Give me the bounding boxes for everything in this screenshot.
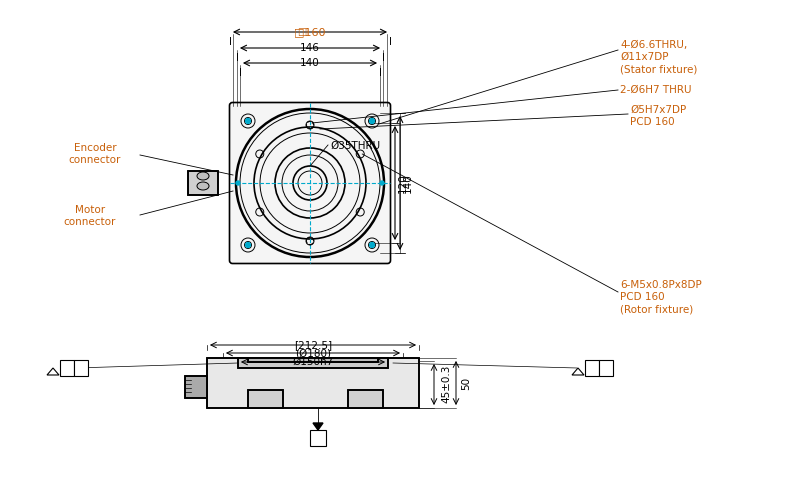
Text: 4-Ø6.6THRU,: 4-Ø6.6THRU, bbox=[620, 40, 687, 50]
Text: A: A bbox=[602, 363, 610, 373]
FancyBboxPatch shape bbox=[74, 360, 88, 376]
FancyBboxPatch shape bbox=[60, 360, 74, 376]
Circle shape bbox=[380, 181, 384, 185]
FancyBboxPatch shape bbox=[585, 360, 599, 376]
Text: 2-Ø6H7 THRU: 2-Ø6H7 THRU bbox=[620, 85, 691, 95]
Bar bbox=[188, 171, 218, 195]
Text: Motor: Motor bbox=[75, 205, 105, 215]
Text: 120: 120 bbox=[398, 173, 408, 193]
Text: Ø150h7: Ø150h7 bbox=[292, 357, 334, 367]
Circle shape bbox=[370, 118, 374, 124]
Text: Ra: Ra bbox=[585, 363, 598, 373]
Text: PCD 160: PCD 160 bbox=[620, 292, 665, 302]
Text: 45±0.3: 45±0.3 bbox=[441, 365, 451, 403]
Text: □160: □160 bbox=[294, 27, 326, 37]
Text: Ø5H7x7DP: Ø5H7x7DP bbox=[630, 105, 686, 115]
Text: 140: 140 bbox=[403, 173, 413, 193]
Text: [212.5]: [212.5] bbox=[294, 340, 332, 350]
Text: (Rotor fixture): (Rotor fixture) bbox=[620, 304, 694, 314]
Text: (Stator fixture): (Stator fixture) bbox=[620, 64, 698, 74]
Ellipse shape bbox=[197, 172, 209, 180]
FancyBboxPatch shape bbox=[599, 360, 613, 376]
Text: connector: connector bbox=[64, 217, 116, 227]
Polygon shape bbox=[47, 368, 59, 375]
Bar bbox=[238, 358, 388, 368]
Circle shape bbox=[246, 242, 250, 248]
FancyBboxPatch shape bbox=[310, 430, 326, 446]
Bar bbox=[185, 376, 207, 398]
Bar bbox=[207, 358, 419, 408]
Bar bbox=[238, 358, 388, 368]
Text: □: □ bbox=[298, 27, 306, 37]
Text: 50: 50 bbox=[461, 376, 471, 390]
Bar bbox=[188, 171, 218, 195]
Text: Encoder: Encoder bbox=[74, 143, 116, 153]
Ellipse shape bbox=[197, 182, 209, 190]
Text: A: A bbox=[314, 433, 322, 443]
Text: Rr: Rr bbox=[61, 363, 71, 373]
Text: Ø35THRU: Ø35THRU bbox=[330, 141, 380, 151]
Circle shape bbox=[370, 242, 374, 248]
Bar bbox=[348, 390, 383, 408]
Bar bbox=[207, 358, 419, 408]
Text: A: A bbox=[78, 363, 85, 373]
Text: 146: 146 bbox=[300, 43, 320, 53]
Bar bbox=[348, 390, 383, 408]
Polygon shape bbox=[572, 368, 584, 375]
Text: 140: 140 bbox=[300, 58, 320, 68]
Bar bbox=[185, 376, 207, 398]
Bar bbox=[248, 390, 283, 408]
Bar bbox=[248, 358, 378, 362]
Bar bbox=[248, 358, 378, 362]
Text: Ø11x7DP: Ø11x7DP bbox=[620, 52, 669, 62]
Bar bbox=[248, 390, 283, 408]
Text: 6-M5x0.8Px8DP: 6-M5x0.8Px8DP bbox=[620, 280, 702, 290]
Circle shape bbox=[246, 118, 250, 124]
Polygon shape bbox=[313, 423, 323, 430]
Text: connector: connector bbox=[69, 155, 121, 165]
FancyBboxPatch shape bbox=[230, 102, 390, 264]
Text: PCD 160: PCD 160 bbox=[630, 117, 674, 127]
Text: (Ø180): (Ø180) bbox=[295, 348, 331, 358]
Circle shape bbox=[236, 181, 240, 185]
